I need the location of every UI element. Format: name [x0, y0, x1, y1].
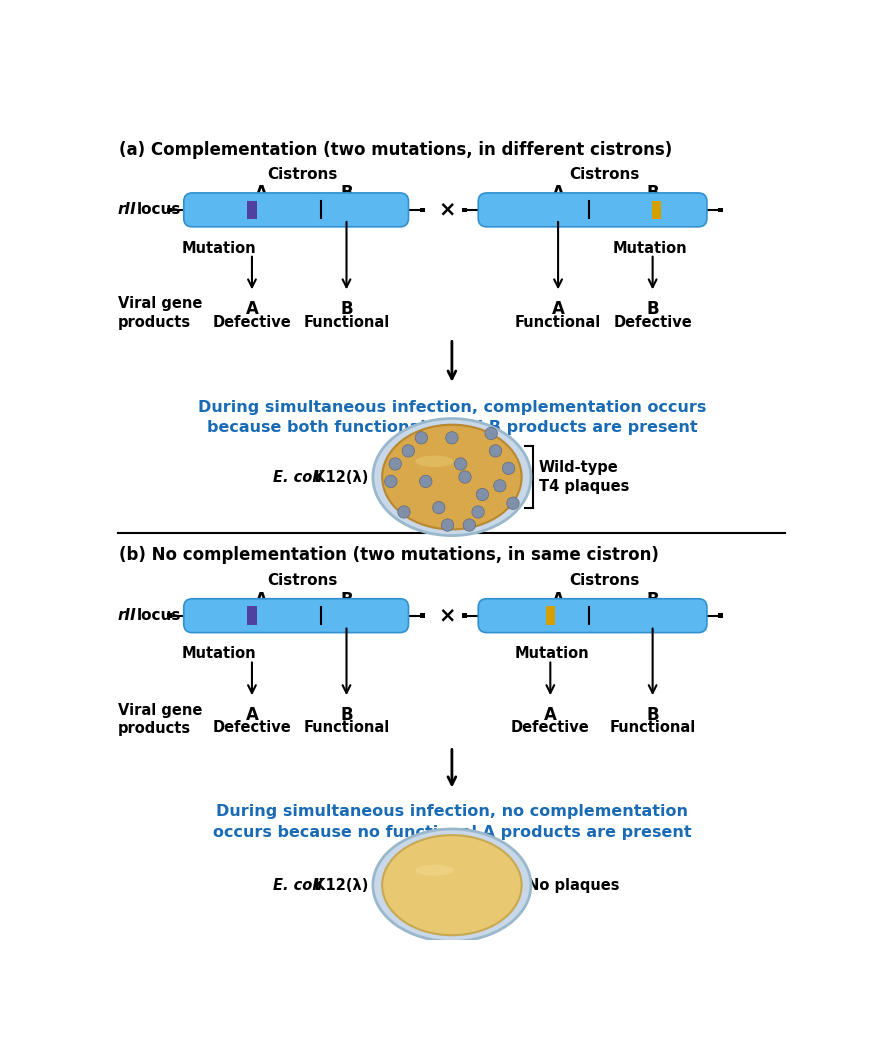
Text: Mutation: Mutation — [181, 241, 256, 256]
Circle shape — [389, 458, 402, 470]
Bar — [652, 201, 661, 220]
Circle shape — [507, 497, 519, 509]
Ellipse shape — [373, 829, 531, 941]
Circle shape — [472, 506, 485, 518]
Text: B: B — [647, 705, 659, 723]
Ellipse shape — [415, 455, 454, 467]
Text: Functional: Functional — [515, 315, 601, 329]
Circle shape — [433, 502, 445, 514]
Text: locus: locus — [137, 203, 181, 218]
Circle shape — [415, 432, 427, 444]
Circle shape — [441, 518, 454, 531]
Text: A: A — [246, 705, 258, 723]
FancyBboxPatch shape — [478, 599, 707, 633]
FancyBboxPatch shape — [478, 193, 707, 227]
Ellipse shape — [382, 835, 522, 936]
Bar — [719, 614, 723, 618]
Text: K12(λ) lawn: K12(λ) lawn — [309, 470, 412, 485]
Text: Functional: Functional — [610, 720, 696, 735]
Circle shape — [419, 475, 432, 488]
Text: rII: rII — [118, 608, 137, 623]
Text: A: A — [255, 185, 268, 203]
Bar — [167, 208, 172, 212]
Text: A: A — [544, 705, 557, 723]
Circle shape — [477, 488, 489, 501]
Bar — [248, 201, 256, 220]
Text: B: B — [647, 591, 659, 609]
Circle shape — [485, 428, 498, 439]
Text: During simultaneous infection, no complementation
occurs because no functional A: During simultaneous infection, no comple… — [212, 805, 692, 840]
Text: Functional: Functional — [303, 315, 389, 329]
Text: locus: locus — [137, 608, 181, 623]
Text: B: B — [647, 185, 659, 203]
Text: Defective: Defective — [613, 315, 692, 329]
Text: Mutation: Mutation — [515, 646, 589, 661]
Text: B: B — [340, 300, 352, 318]
Circle shape — [446, 432, 458, 444]
Bar — [420, 208, 425, 212]
Circle shape — [463, 518, 476, 531]
Text: B: B — [340, 705, 352, 723]
Circle shape — [502, 463, 515, 474]
Text: Cistrons: Cistrons — [267, 167, 337, 182]
FancyBboxPatch shape — [184, 599, 409, 633]
Circle shape — [402, 445, 414, 457]
Text: ×: × — [439, 606, 456, 625]
Text: No plaques: No plaques — [527, 878, 619, 892]
Text: Functional: Functional — [303, 720, 389, 735]
Bar — [462, 614, 467, 618]
Text: Mutation: Mutation — [181, 646, 256, 661]
Circle shape — [489, 445, 501, 457]
Text: Defective: Defective — [212, 720, 292, 735]
Text: Cistrons: Cistrons — [569, 573, 640, 588]
Text: Viral gene
products: Viral gene products — [118, 297, 203, 329]
Bar — [462, 208, 467, 212]
Ellipse shape — [373, 418, 531, 535]
Circle shape — [455, 458, 467, 470]
Text: ×: × — [439, 200, 456, 220]
Text: E. coli: E. coli — [273, 470, 322, 485]
Text: B: B — [340, 591, 352, 609]
Text: Defective: Defective — [511, 720, 589, 735]
Text: Defective: Defective — [212, 315, 292, 329]
Text: During simultaneous infection, complementation occurs
because both functional A : During simultaneous infection, complemen… — [197, 400, 706, 435]
Circle shape — [493, 479, 506, 492]
Text: Mutation: Mutation — [613, 241, 687, 256]
Text: Cistrons: Cistrons — [267, 573, 337, 588]
Bar — [248, 606, 256, 625]
Ellipse shape — [415, 865, 454, 875]
Bar — [167, 614, 172, 618]
Bar — [545, 606, 555, 625]
Text: K12(λ) lawn: K12(λ) lawn — [309, 878, 412, 892]
Text: Wild-type
T4 plaques: Wild-type T4 plaques — [538, 460, 629, 494]
Text: A: A — [552, 185, 565, 203]
Bar — [719, 208, 723, 212]
Text: Viral gene
products: Viral gene products — [118, 703, 203, 736]
Text: (a) Complementation (two mutations, in different cistrons): (a) Complementation (two mutations, in d… — [120, 140, 673, 158]
Bar — [420, 614, 425, 618]
Text: rII: rII — [118, 203, 137, 218]
Text: B: B — [340, 185, 352, 203]
Ellipse shape — [382, 425, 522, 529]
Text: A: A — [552, 591, 565, 609]
Text: E. coli: E. coli — [273, 878, 322, 892]
Text: B: B — [647, 300, 659, 318]
Text: Cistrons: Cistrons — [569, 167, 640, 182]
Circle shape — [397, 506, 411, 518]
Text: (b) No complementation (two mutations, in same cistron): (b) No complementation (two mutations, i… — [120, 546, 659, 564]
Circle shape — [459, 471, 471, 484]
FancyBboxPatch shape — [184, 193, 409, 227]
Text: A: A — [255, 591, 268, 609]
Text: A: A — [246, 300, 258, 318]
Circle shape — [385, 475, 397, 488]
Text: A: A — [552, 300, 565, 318]
